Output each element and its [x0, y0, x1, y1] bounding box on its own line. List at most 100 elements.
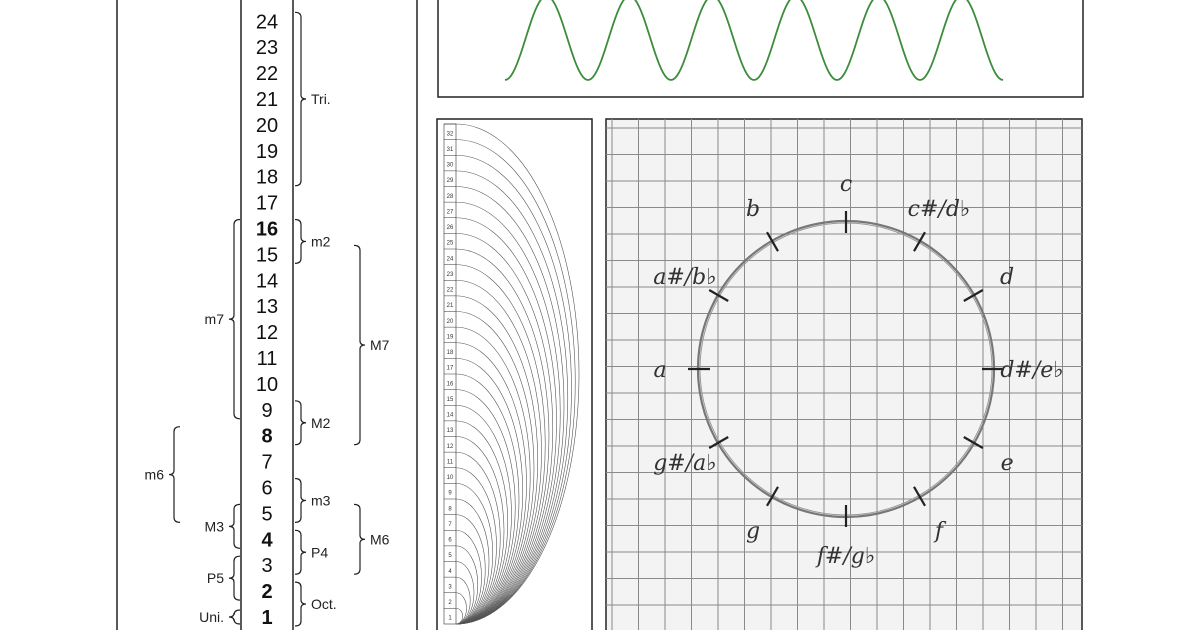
harmonic-number: 2: [261, 581, 272, 603]
harmonic-arc: [455, 264, 546, 625]
harmonic-arc: [455, 186, 565, 625]
ruler-label: 19: [447, 334, 454, 340]
harmonic-arc: [455, 373, 520, 625]
harmonic-arc: [455, 233, 553, 625]
note-label: a: [653, 358, 666, 383]
harmonic-arc: [455, 576, 471, 625]
ruler-label: 18: [447, 350, 454, 356]
harmonic-arc: [455, 529, 482, 625]
harmonic-arc: [455, 311, 535, 625]
harmonic-number: 6: [261, 478, 272, 500]
ruler-label: 14: [447, 413, 454, 419]
waveform-panel: [437, 0, 1084, 98]
harmonic-number: 7: [261, 452, 272, 474]
harmonic-number: 12: [256, 322, 278, 344]
ruler-label: 28: [447, 194, 454, 200]
ruler-label: 6: [448, 538, 452, 544]
harmonic-arc: [455, 201, 561, 625]
harmonic-number: 5: [261, 503, 272, 525]
harmonic-number: 17: [256, 193, 278, 215]
harmonic-arc: [455, 170, 568, 625]
harmonic-number: 20: [256, 115, 278, 137]
note-tick: [766, 486, 779, 507]
harmonic-arcs-panel: 3231302928272625242322212019181716151413…: [436, 118, 593, 630]
harmonic-arc: [455, 498, 490, 625]
harmonic-arc: [455, 467, 497, 625]
harmonic-arc: [455, 358, 523, 625]
pitch-circle-panel: cc#/d♭dd#/e♭eff#/g♭gg#/a♭aa#/b♭b: [605, 118, 1083, 630]
ruler-label: 15: [447, 397, 454, 403]
note-label: f#/g♭: [815, 544, 875, 569]
ruler-label: 21: [447, 303, 454, 309]
ruler-label: 11: [447, 459, 454, 465]
harmonic-number: 3: [261, 555, 272, 577]
harmonic-arc: [455, 592, 467, 625]
harmonic-number: 13: [256, 296, 278, 318]
note-label: g#/a♭: [653, 451, 716, 476]
interval-bracket: Oct.: [294, 581, 337, 627]
ruler-label: 8: [448, 506, 452, 512]
interval-bracket: Tri.: [294, 11, 331, 187]
note-tick: [708, 289, 729, 302]
note-label: g: [746, 519, 760, 544]
note-label: c#/d♭: [908, 197, 971, 222]
harmonic-number: 9: [261, 400, 272, 422]
interval-bracket: m6: [145, 426, 181, 523]
harmonic-number: 22: [256, 63, 278, 85]
ruler-label: 17: [447, 366, 454, 372]
interval-bracket: m7: [205, 218, 241, 420]
ruler-label: 26: [447, 225, 454, 231]
interval-label: m7: [205, 311, 225, 327]
interval-bracket: P4: [294, 529, 328, 575]
harmonic-arc: [455, 420, 508, 625]
number-column: [240, 0, 294, 630]
harmonic-number: 10: [256, 374, 278, 396]
harmonic-number: 16: [256, 219, 278, 241]
harmonic-number: 4: [261, 529, 273, 551]
interval-bracket: M3: [205, 503, 241, 549]
ruler-label: 12: [447, 444, 454, 450]
ruler-label: 5: [448, 553, 452, 559]
harmonic-arc: [455, 561, 475, 625]
interval-label: M3: [205, 518, 225, 534]
harmonic-arc: [455, 389, 516, 625]
harmonic-arc: [455, 295, 538, 625]
harmonic-arc: [455, 451, 501, 625]
harmonic-number: 8: [261, 426, 272, 448]
harmonic-arc: [455, 436, 505, 625]
harmonic-number: 11: [257, 348, 278, 370]
ruler-label: 9: [448, 491, 452, 497]
interval-label: Uni.: [199, 609, 224, 625]
ruler-label: 27: [447, 209, 454, 215]
interval-label: Tri.: [311, 91, 331, 107]
harmonic-arc: [455, 248, 550, 625]
note-tick: [708, 436, 729, 449]
ruler-label: 23: [447, 272, 454, 278]
harmonic-number: 14: [256, 270, 278, 292]
interval-label: M2: [311, 415, 331, 431]
interval-bracket: m3: [294, 477, 331, 523]
interval-bracket: M6: [353, 503, 390, 575]
harmonic-number: 24: [256, 11, 278, 33]
note-label: c: [840, 172, 852, 197]
note-tick: [766, 231, 779, 252]
note-tick: [913, 486, 926, 507]
harmonic-arc: [455, 326, 531, 625]
harmonic-number: 1: [261, 607, 272, 629]
harmonic-arc: [455, 514, 486, 625]
interval-label: m2: [311, 233, 331, 249]
interval-bracket: Uni.: [199, 609, 241, 625]
harmonic-arc: [455, 123, 580, 625]
interval-label: Oct.: [311, 596, 337, 612]
ruler-label: 25: [447, 241, 454, 247]
note-tick: [913, 231, 926, 252]
harmonic-arc: [455, 404, 512, 625]
ruler-label: 10: [447, 475, 454, 481]
interval-bracket: m2: [294, 218, 331, 264]
harmonic-ladder-panel: 242322212019181716151413121110987654321 …: [116, 0, 418, 630]
harmonic-arc: [455, 545, 479, 625]
harmonic-number: 19: [256, 141, 278, 163]
waveform-curve: [504, 0, 1004, 81]
note-tick: [963, 436, 984, 449]
